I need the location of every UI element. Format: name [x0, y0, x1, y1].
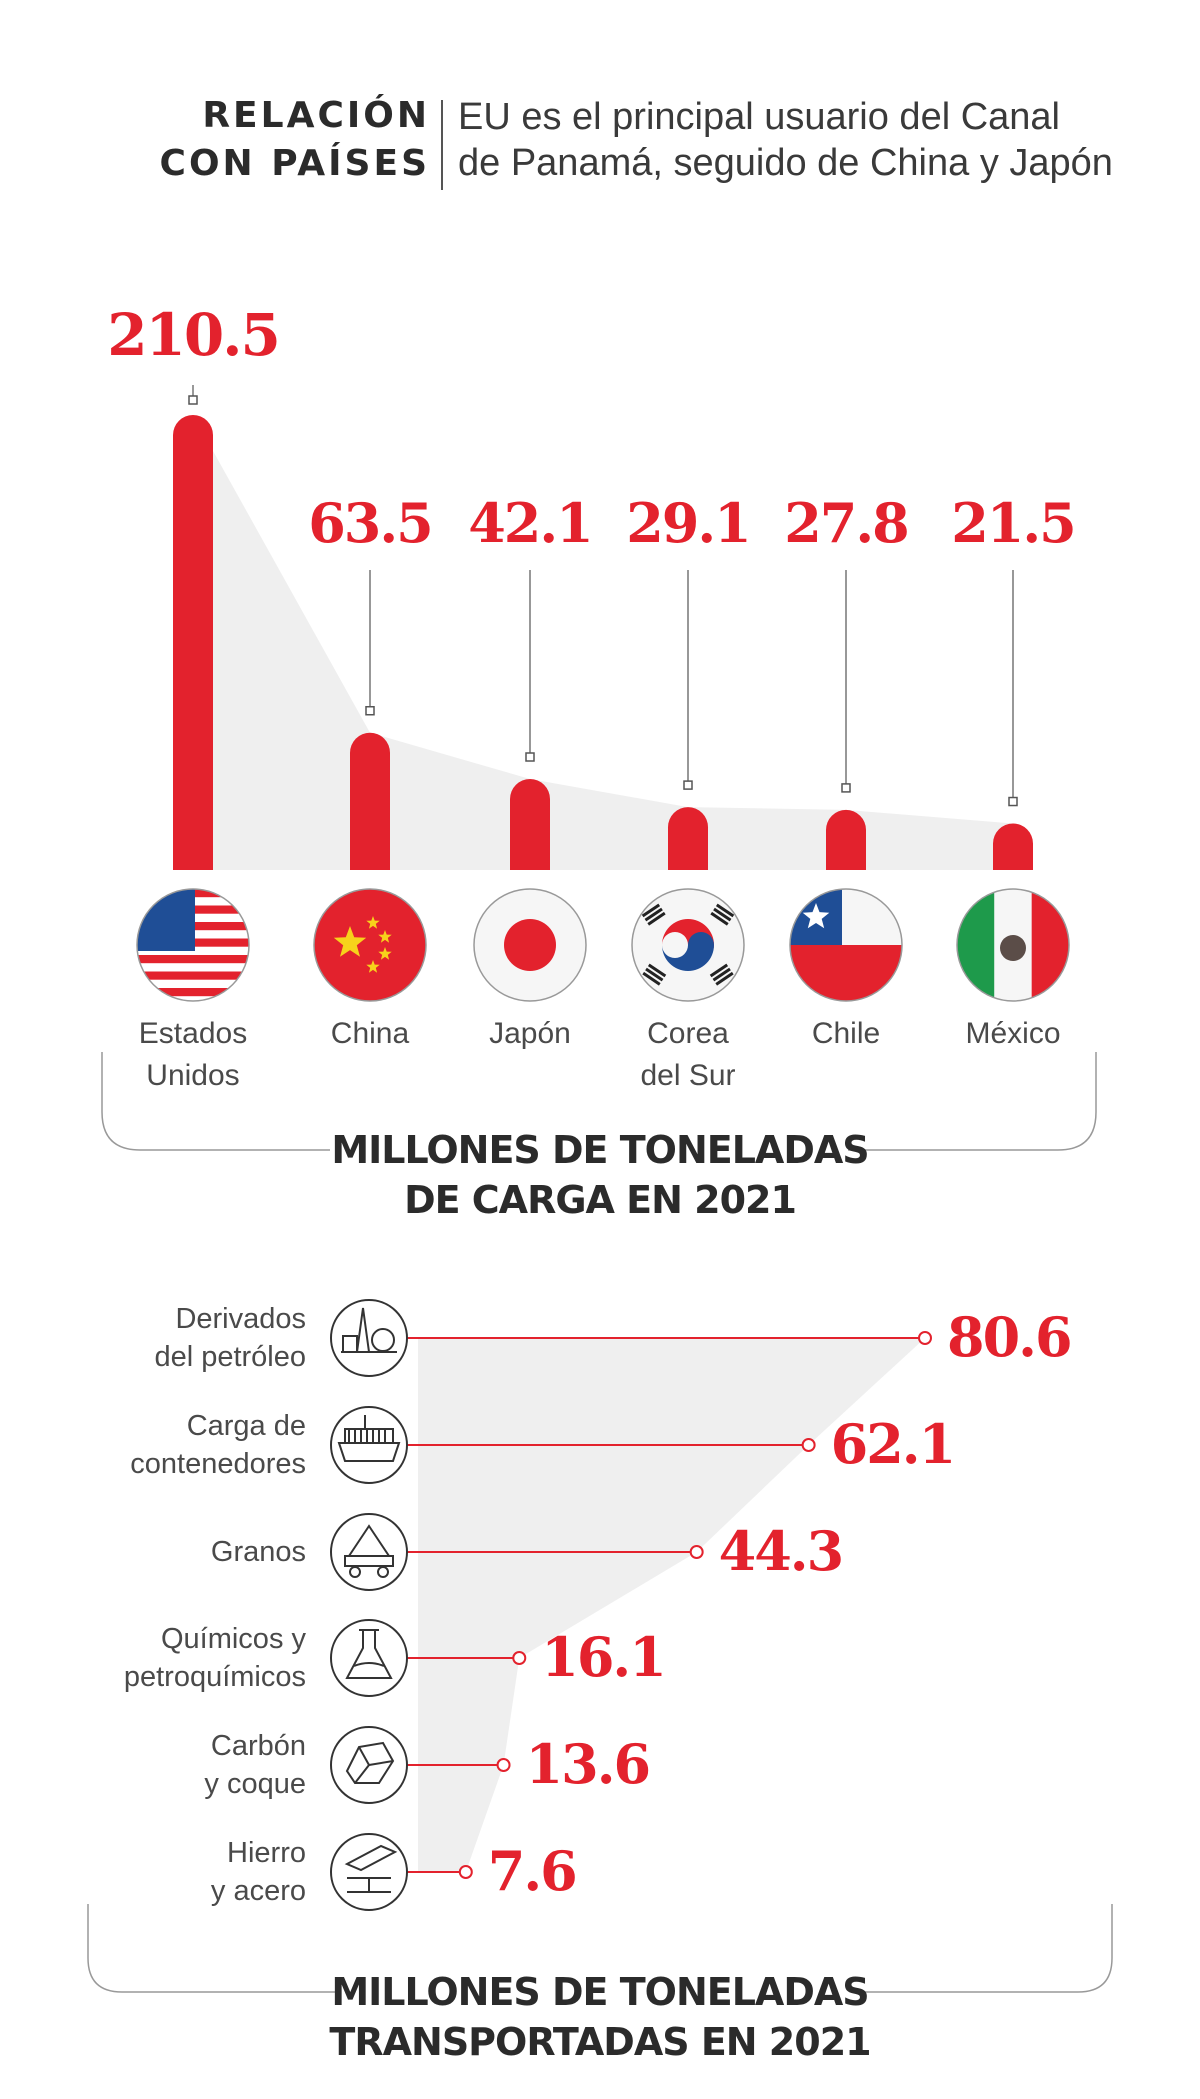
cargo-value-label: 13.6 — [525, 1732, 652, 1796]
leader-marker — [188, 395, 198, 405]
cargo-category-line: petroquímicos — [123, 1661, 306, 1693]
leader-marker — [841, 783, 851, 793]
header-subtitle-line1: EU es el principal usuario del Canal — [458, 96, 1060, 138]
country-label-line: China — [330, 1017, 410, 1050]
country-value-label: 21.5 — [951, 491, 1077, 555]
cargo-category-line: y acero — [210, 1875, 306, 1907]
header-title: RELACIÓN CON PAÍSES — [60, 92, 430, 188]
country-bar — [826, 809, 866, 870]
country-bar — [993, 823, 1033, 870]
cargo-category-label: Carga de contenedores — [16, 1407, 306, 1483]
bracket-left — [87, 1904, 335, 1993]
bracket-right — [848, 1052, 1097, 1151]
cargo-bar-endpoint — [918, 1331, 932, 1345]
grain-cart-icon — [330, 1513, 408, 1591]
cargo-area-shape — [418, 1338, 925, 1872]
country-label: Japón — [430, 1013, 630, 1055]
country-label: México — [913, 1013, 1113, 1055]
header-divider — [441, 100, 443, 190]
country-label: Corea del Sur — [588, 1013, 788, 1097]
cargo-bar-endpoint — [496, 1758, 511, 1772]
cargo-category-line: Carbón — [210, 1730, 306, 1762]
cargo-bar-endpoint — [512, 1651, 527, 1665]
bracket-right — [865, 1904, 1113, 1993]
cargo-value-label: 80.6 — [947, 1305, 1073, 1369]
leader-marker — [525, 752, 535, 762]
cargo-category-line: del petróleo — [154, 1341, 306, 1373]
oil-refinery-icon — [330, 1299, 408, 1377]
cargo-category-label: Carbón y coque — [16, 1727, 306, 1803]
cargo-value-label: 44.3 — [718, 1519, 845, 1583]
country-label-line: Unidos — [146, 1059, 240, 1092]
cargo-bar-endpoint — [801, 1438, 816, 1452]
country-label-line: del Sur — [640, 1059, 736, 1092]
coal-icon — [330, 1726, 408, 1804]
unit-label-line1: MILLONES DE TONELADAS — [331, 1128, 869, 1172]
cargo-category-line: contenedores — [130, 1448, 306, 1480]
header-title-line2: CON PAÍSES — [159, 143, 430, 184]
cargo-category-label: Derivados del petróleo — [16, 1300, 306, 1376]
leader-marker — [365, 705, 375, 716]
country-value-label: 42.1 — [468, 491, 594, 555]
leader-marker — [1008, 796, 1018, 807]
country-label: Estados Unidos — [93, 1013, 293, 1097]
country-value-label: 27.8 — [784, 491, 910, 555]
cargo-category-label: Granos — [16, 1533, 306, 1571]
country-label: China — [270, 1013, 470, 1055]
header-title-line1: RELACIÓN — [202, 95, 430, 136]
cargo-category-line: Derivados — [175, 1303, 306, 1335]
country-bar-chart — [101, 385, 1097, 1151]
cargo-bar-endpoint — [689, 1545, 704, 1559]
cargo-category-label: Hierro y acero — [16, 1834, 306, 1910]
china-flag-icon — [313, 888, 427, 1002]
usa-flag-icon — [136, 888, 250, 1002]
steel-beam-icon — [330, 1833, 408, 1911]
country-area-shape — [193, 415, 1013, 870]
cargo-category-line: Hierro — [227, 1837, 306, 1869]
leader-marker — [683, 780, 693, 790]
bracket-left — [101, 1052, 330, 1151]
cargo-value-label: 7.6 — [487, 1839, 578, 1903]
cargo-bar-chart — [87, 1299, 1113, 1993]
country-value-label: 210.5 — [107, 301, 281, 369]
south-korea-flag-icon — [631, 888, 745, 1002]
country-label-line: Japón — [489, 1017, 571, 1050]
cargo-category-line: Químicos y — [160, 1623, 306, 1655]
country-value-label: 29.1 — [626, 491, 752, 555]
container-ship-icon — [330, 1406, 408, 1484]
cargo-bar-endpoint — [458, 1865, 473, 1879]
unit-label-line1: MILLONES DE TONELADAS — [331, 1970, 869, 2014]
country-bar — [173, 415, 213, 870]
unit-label-line2: TRANSPORTADAS EN 2021 — [329, 2020, 871, 2064]
cargo-category-line: Granos — [210, 1536, 306, 1568]
country-label-line: Corea — [647, 1017, 729, 1050]
country-bar — [350, 732, 390, 870]
cargo-category-label: Químicos y petroquímicos — [16, 1620, 306, 1696]
cargo-category-line: Carga de — [186, 1410, 306, 1442]
country-value-label: 63.5 — [308, 491, 434, 555]
country-label: Chile — [746, 1013, 946, 1055]
country-label-line: México — [965, 1017, 1061, 1050]
header-subtitle: EU es el principal usuario del Canal de … — [458, 94, 1138, 186]
country-chart-labels: 210.5 63.5 42.1 29.1 27.8 21.5 Estados Unidos Ch… — [93, 301, 1113, 1222]
header-subtitle-line2: de Panamá, seguido de China y Japón — [458, 142, 1113, 184]
cargo-value-label: 62.1 — [830, 1412, 957, 1476]
cargo-category-line: y coque — [204, 1768, 306, 1800]
unit-label-line2: DE CARGA EN 2021 — [404, 1178, 797, 1222]
cargo-value-label: 16.1 — [541, 1625, 667, 1689]
cargo-chart-labels: 80.6 62.1 44.3 16.1 13.6 7.6 Derivados del petr… — [0, 1240, 1200, 2099]
country-bar — [668, 807, 708, 870]
chemical-flask-icon — [330, 1619, 408, 1697]
country-bar — [510, 779, 550, 870]
country-label-line: Estados — [138, 1017, 248, 1050]
japan-flag-icon — [473, 888, 587, 1002]
country-label-line: Chile — [811, 1017, 881, 1050]
